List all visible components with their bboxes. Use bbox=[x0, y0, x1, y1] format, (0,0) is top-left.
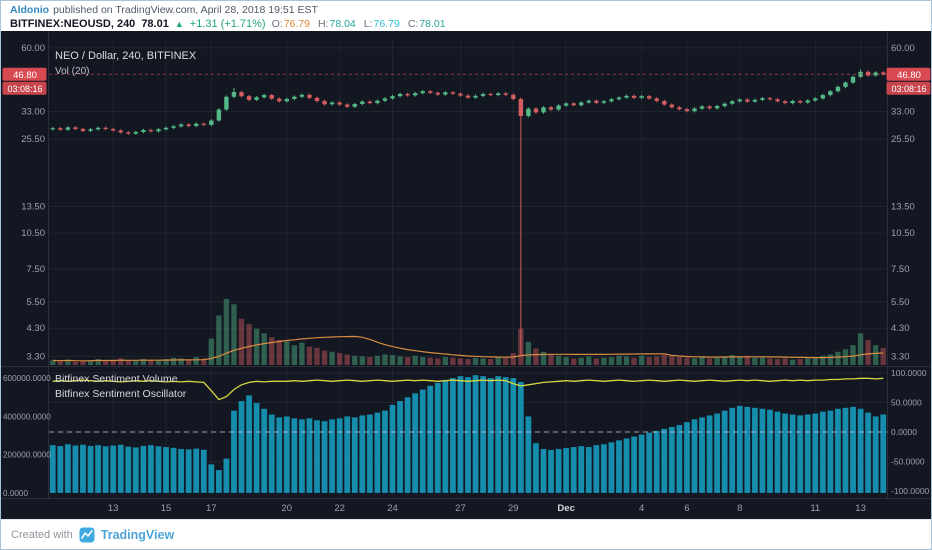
symbol-title[interactable]: BITFINEX:NEOUSD, 240 bbox=[10, 18, 136, 30]
svg-text:60.00: 60.00 bbox=[891, 43, 915, 54]
svg-text:17: 17 bbox=[206, 503, 217, 514]
ohlc-close: C:78.01 bbox=[407, 18, 446, 30]
price-chart-svg[interactable]: 60.00 60.00 33.00 33.00 25.50 25.50 13.50 13.50… bbox=[1, 31, 931, 519]
svg-text:3.30: 3.30 bbox=[891, 351, 910, 362]
svg-text:4.30: 4.30 bbox=[27, 323, 46, 334]
volume-ma-line bbox=[52, 335, 884, 362]
sentiment-oscillator-line bbox=[52, 377, 884, 401]
svg-text:7.50: 7.50 bbox=[891, 264, 910, 275]
svg-text:25.50: 25.50 bbox=[891, 134, 915, 145]
last-price-badge bbox=[886, 67, 931, 81]
svg-text:13: 13 bbox=[855, 503, 866, 514]
sentiment-volume-bars bbox=[49, 374, 887, 494]
ohlc-high: H:78.04 bbox=[317, 18, 356, 30]
svg-text:10.50: 10.50 bbox=[21, 228, 45, 239]
svg-text:13: 13 bbox=[108, 503, 119, 514]
svg-text:4: 4 bbox=[639, 503, 644, 514]
svg-text:24: 24 bbox=[387, 503, 398, 514]
svg-text:03:08:16: 03:08:16 bbox=[891, 84, 926, 94]
svg-text:-100.0000: -100.0000 bbox=[891, 486, 930, 496]
last-price-badge bbox=[2, 67, 47, 81]
svg-text:20: 20 bbox=[282, 503, 293, 514]
svg-text:6: 6 bbox=[684, 503, 689, 514]
svg-text:5.50: 5.50 bbox=[27, 297, 46, 308]
svg-text:50.0000: 50.0000 bbox=[891, 398, 922, 408]
ohlc-open: O:76.79 bbox=[271, 18, 310, 30]
svg-text:03:08:16: 03:08:16 bbox=[7, 84, 42, 94]
svg-text:7.50: 7.50 bbox=[27, 264, 46, 275]
header-last-price: 78.01 bbox=[141, 18, 169, 30]
svg-text:11: 11 bbox=[810, 503, 820, 514]
svg-text:33.00: 33.00 bbox=[21, 106, 45, 117]
svg-text:8: 8 bbox=[737, 503, 742, 514]
svg-text:15: 15 bbox=[161, 503, 172, 514]
chart-area[interactable]: 60.00 60.00 33.00 33.00 25.50 25.50 13.50 13.50… bbox=[1, 31, 931, 519]
candles-layer bbox=[50, 69, 886, 357]
svg-text:60.00: 60.00 bbox=[21, 43, 45, 54]
svg-text:0.0000: 0.0000 bbox=[3, 489, 28, 498]
price-badges: 46.80 03:08:16 46.80 03:08:16 bbox=[2, 67, 931, 95]
publish-line: Aldonio published on TradingView.com, Apr… bbox=[10, 4, 922, 17]
svg-text:29: 29 bbox=[508, 503, 519, 514]
tradingview-logo-icon bbox=[79, 527, 95, 542]
svg-text:4.30: 4.30 bbox=[891, 323, 910, 334]
price-change: +1.31 (+1.71%) bbox=[189, 18, 266, 30]
svg-text:3.30: 3.30 bbox=[27, 351, 46, 362]
svg-text:46.80: 46.80 bbox=[897, 70, 921, 81]
svg-text:-50.0000: -50.0000 bbox=[891, 457, 925, 467]
ohlc-group: O:76.79 H:78.04 L:76.79 C:78.01 bbox=[272, 17, 446, 31]
svg-text:46.80: 46.80 bbox=[13, 70, 37, 81]
snapshot-header: Aldonio published on TradingView.com, Apr… bbox=[1, 1, 931, 31]
svg-text:13.50: 13.50 bbox=[891, 202, 915, 213]
tradingview-wordmark[interactable]: TradingView bbox=[100, 527, 175, 542]
svg-text:Dec: Dec bbox=[557, 503, 574, 514]
snapshot-footer: Created with TradingView bbox=[1, 519, 931, 549]
ohlc-low: L:76.79 bbox=[363, 18, 400, 30]
axis-labels[interactable]: 60.00 60.00 33.00 33.00 25.50 25.50 13.50 13.50… bbox=[3, 43, 930, 514]
svg-text:100.0000: 100.0000 bbox=[891, 368, 927, 378]
svg-text:200000.0000: 200000.0000 bbox=[3, 451, 51, 460]
countdown-badge bbox=[886, 81, 931, 95]
svg-text:400000.0000: 400000.0000 bbox=[3, 412, 51, 421]
svg-text:22: 22 bbox=[334, 503, 345, 514]
svg-text:33.00: 33.00 bbox=[891, 106, 915, 117]
symbol-line: BITFINEX:NEOUSD, 240 78.01 ▲ +1.31 (+1.7… bbox=[10, 17, 922, 31]
svg-text:13.50: 13.50 bbox=[21, 202, 45, 213]
countdown-badge bbox=[2, 81, 47, 95]
svg-text:600000.0000: 600000.0000 bbox=[3, 374, 51, 383]
created-with-text: Created with bbox=[11, 528, 73, 541]
volume-bars bbox=[50, 299, 886, 365]
author-link[interactable]: Aldonio bbox=[10, 4, 50, 16]
svg-text:5.50: 5.50 bbox=[891, 297, 910, 308]
svg-text:10.50: 10.50 bbox=[891, 228, 915, 239]
svg-text:27: 27 bbox=[455, 503, 466, 514]
published-text: published on TradingView.com, April 28, … bbox=[53, 4, 318, 16]
svg-text:25.50: 25.50 bbox=[21, 134, 45, 145]
svg-text:0.0000: 0.0000 bbox=[891, 427, 917, 437]
change-up-icon: ▲ bbox=[174, 19, 184, 29]
